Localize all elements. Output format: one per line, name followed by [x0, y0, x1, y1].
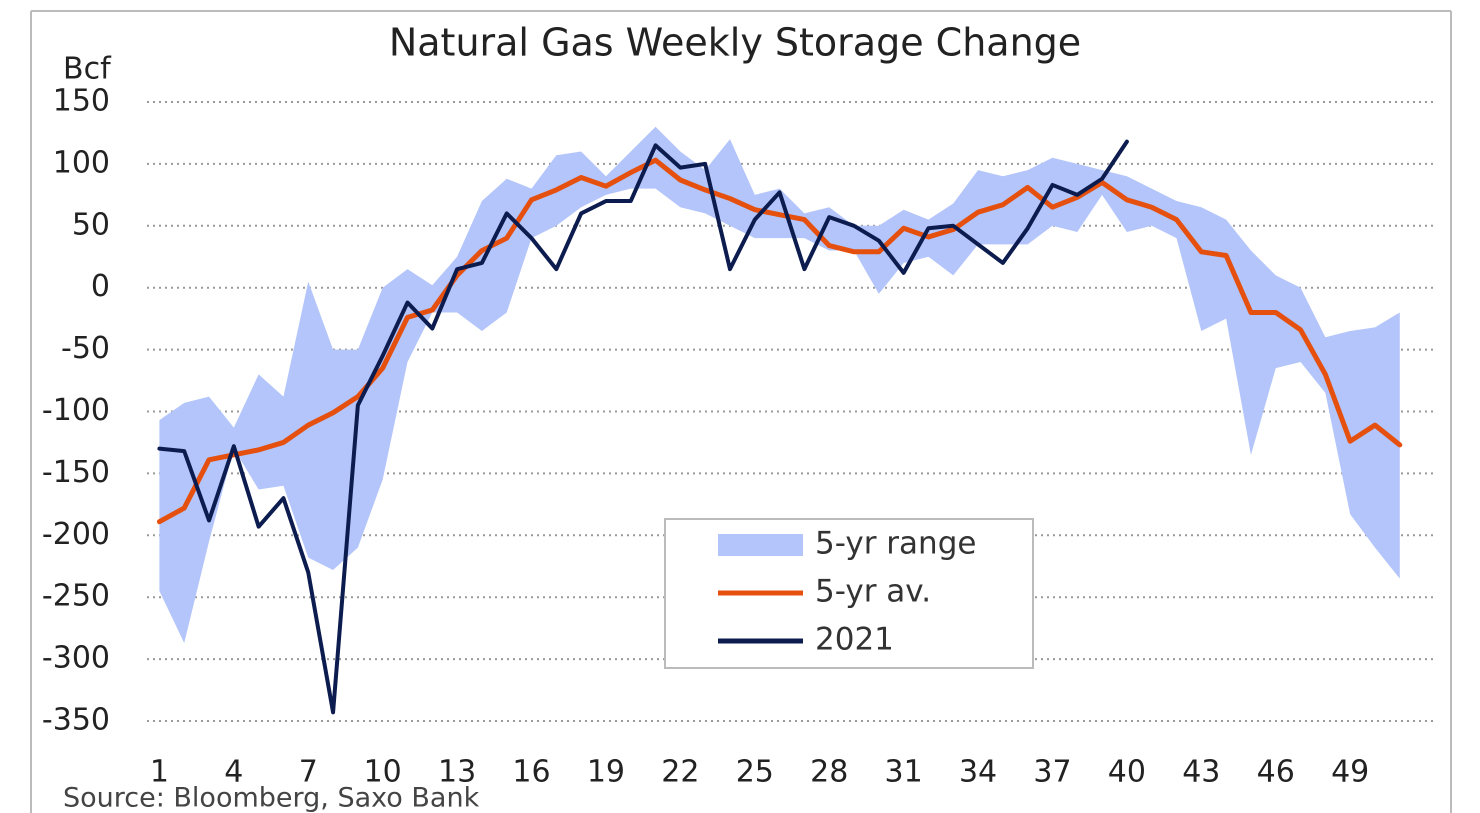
x-tick-label: 28: [810, 755, 848, 790]
source: Source: Bloomberg, Saxo Bank: [63, 783, 480, 813]
x-tick-label: 10: [364, 755, 402, 790]
x-tick-label: 49: [1331, 755, 1369, 790]
x-tick-label: 43: [1182, 755, 1220, 790]
y-tick-label: 150: [53, 84, 110, 119]
y-tick-label: 100: [53, 145, 110, 180]
legend-label: 5-yr av.: [815, 574, 931, 610]
legend-label: 5-yr range: [815, 526, 976, 562]
x-tick-label: 22: [661, 755, 699, 790]
x-tick-label: 4: [224, 755, 243, 790]
y-tick-label: 50: [72, 207, 110, 242]
legend: 5-yr range 5-yr av. 2021: [664, 518, 1034, 669]
y-tick-label: 0: [91, 269, 110, 304]
y-tick-label: -100: [42, 393, 110, 428]
y-tick-label: -150: [42, 455, 110, 490]
x-tick-label: 25: [736, 755, 774, 790]
x-tick-label: 46: [1257, 755, 1295, 790]
x-tick-label: 19: [587, 755, 625, 790]
legend-swatch: [718, 534, 803, 556]
x-tick-label: 31: [885, 755, 923, 790]
series-line: [157, 139, 1129, 715]
x-tick-label: 37: [1033, 755, 1071, 790]
x-tick-label: 16: [512, 755, 550, 790]
y-tick-label: -300: [42, 641, 110, 676]
y-tick-label: -350: [42, 703, 110, 738]
y-tick-label: -50: [61, 331, 110, 366]
x-tick-label: 1: [150, 755, 169, 790]
y-tick-label: -250: [42, 579, 110, 614]
x-tick-label: 40: [1108, 755, 1146, 790]
x-tick-label: 7: [299, 755, 318, 790]
range-band: [159, 126, 1400, 644]
legend-label: 2021: [815, 622, 894, 658]
chart-title: Natural Gas Weekly Storage Change: [389, 21, 1081, 65]
x-tick-label: 13: [438, 755, 476, 790]
x-tick-label: 34: [959, 755, 997, 790]
y-axis-label: Bcf: [63, 52, 112, 87]
y-tick-label: -200: [42, 517, 110, 552]
